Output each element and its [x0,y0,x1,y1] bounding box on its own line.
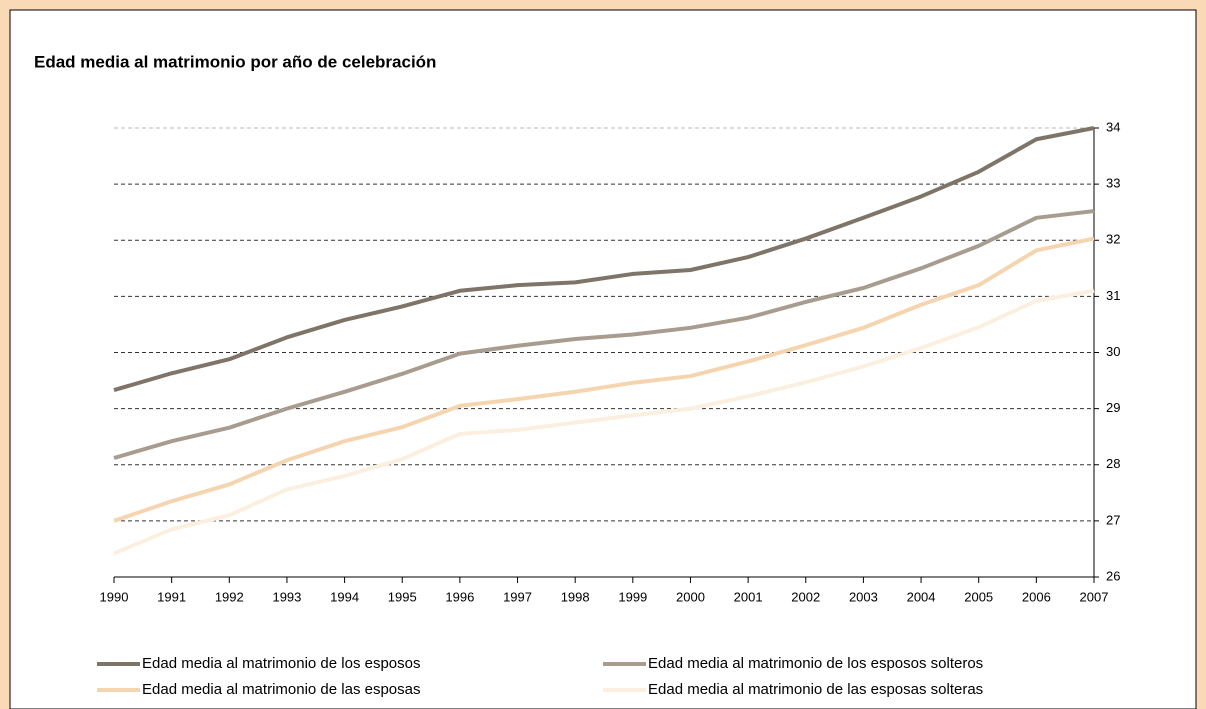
chart-title: Edad media al matrimonio por año de cele… [34,52,436,71]
legend-label: Edad media al matrimonio de las esposas [142,681,420,698]
x-tick-label: 1995 [388,589,417,604]
x-tick-label: 2004 [907,589,936,604]
x-tick-label: 1990 [100,589,129,604]
x-tick-label: 2007 [1080,589,1109,604]
legend-label: Edad media al matrimonio de los esposos … [648,655,983,672]
x-tick-label: 2006 [1022,589,1051,604]
y-tick-label: 27 [1106,512,1120,527]
x-tick-label: 2005 [964,589,993,604]
x-tick-label: 2001 [734,589,763,604]
x-tick-label: 1997 [503,589,532,604]
y-tick-label: 29 [1106,400,1120,415]
series-line [113,209,1095,460]
series-line [113,126,1095,393]
series-line [113,288,1095,556]
x-tick-label: 2000 [676,589,705,604]
x-tick-label: 1993 [272,589,301,604]
y-tick-label: 32 [1106,232,1120,247]
x-tick-label: 1999 [618,589,647,604]
series-line [113,236,1095,523]
panel [9,9,1197,709]
y-tick-label: 28 [1106,456,1120,471]
y-tick-label: 31 [1106,288,1120,303]
y-tick-label: 30 [1106,344,1120,359]
y-tick-label: 34 [1106,119,1120,134]
legend-label: Edad media al matrimonio de las esposas … [648,681,983,698]
x-tick-label: 1996 [445,589,474,604]
x-tick-label: 1998 [561,589,590,604]
x-tick-label: 1992 [215,589,244,604]
x-tick-label: 1994 [330,589,359,604]
x-tick-label: 1991 [157,589,186,604]
legend-label: Edad media al matrimonio de los esposos [142,655,420,672]
x-tick-label: 2002 [791,589,820,604]
y-tick-label: 26 [1106,568,1120,583]
x-tick-label: 2003 [849,589,878,604]
y-tick-label: 33 [1106,176,1120,191]
